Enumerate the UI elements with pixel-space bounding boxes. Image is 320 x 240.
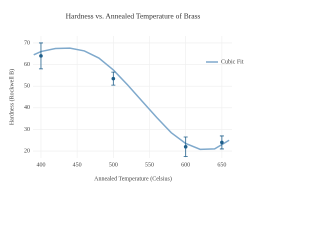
y-tick-label: 60 <box>24 62 30 68</box>
fit-line <box>33 47 230 151</box>
page: Hardness vs. Annealed Temperature of Bra… <box>8 11 244 183</box>
x-tick-label: 500 <box>109 162 118 168</box>
legend-label: Cubic Fit <box>221 59 244 65</box>
chart: Hardness vs. Annealed Temperature of Bra… <box>8 12 244 183</box>
x-tick-label: 600 <box>181 162 190 168</box>
data-point <box>220 140 224 145</box>
data-point <box>183 144 188 149</box>
x-axis-label: Annealed Temperature (Celsius) <box>94 175 172 182</box>
x-tick-label: 400 <box>36 162 45 168</box>
y-axis-label: Hardness (Rockwell B) <box>8 69 15 125</box>
x-tick-label: 550 <box>145 162 154 168</box>
y-tick-label: 50 <box>24 84 30 90</box>
y-tick-label: 30 <box>24 127 30 133</box>
x-tick-label: 450 <box>73 162 82 168</box>
chart-title: Hardness vs. Annealed Temperature of Bra… <box>66 12 201 21</box>
data-point <box>39 54 43 58</box>
x-tick-label: 650 <box>217 162 226 168</box>
data-point <box>111 76 116 81</box>
y-tick-label: 20 <box>24 148 30 154</box>
y-tick-label: 70 <box>24 40 30 46</box>
y-tick-label: 40 <box>24 105 30 111</box>
